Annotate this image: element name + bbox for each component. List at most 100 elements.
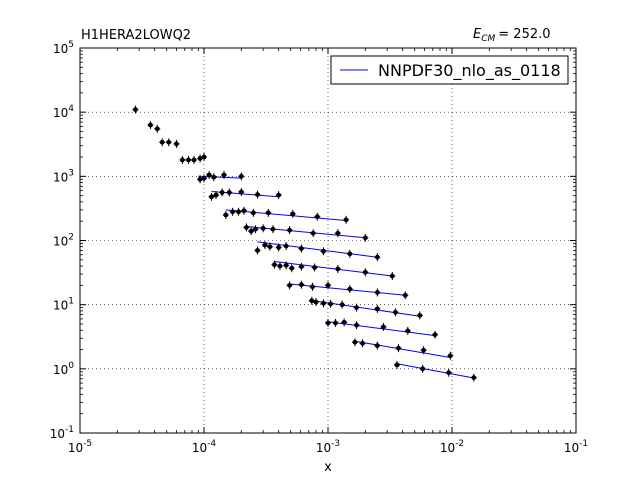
data-point — [362, 269, 368, 275]
data-point — [180, 157, 185, 163]
data-point — [174, 141, 179, 147]
data-point — [159, 139, 165, 145]
data-point — [209, 194, 214, 200]
data-point — [374, 254, 380, 260]
x-tick-label: 10-2 — [440, 439, 464, 455]
data-point — [374, 343, 380, 349]
data-point — [446, 370, 452, 376]
data-point — [298, 246, 304, 251]
data-point — [347, 251, 353, 257]
data-point — [298, 282, 304, 288]
data-point — [230, 209, 235, 215]
theory-line — [274, 261, 393, 277]
theory-line — [257, 241, 378, 258]
data-point — [333, 320, 338, 326]
data-point — [272, 262, 277, 268]
data-point — [219, 190, 225, 195]
data-point — [154, 126, 160, 132]
theory-line — [246, 226, 366, 239]
x-tick-labels: 10-5 10-4 10-3 10-2 10-1 — [68, 439, 588, 455]
theory-line — [354, 340, 451, 358]
data-point — [312, 265, 318, 270]
data-point — [148, 122, 153, 128]
data-point — [360, 340, 365, 346]
legend: NNPDF30_nlo_as_0118 — [330, 55, 569, 85]
data-point — [248, 228, 254, 234]
data-point — [262, 242, 268, 248]
data-point — [417, 313, 423, 318]
data-point — [313, 299, 319, 305]
data-point — [402, 292, 408, 298]
data-point — [206, 172, 212, 178]
data-point — [287, 282, 292, 288]
data-point — [354, 322, 359, 328]
x-tick-label: 10-1 — [564, 439, 588, 455]
x-tick-label: 10-4 — [192, 439, 217, 455]
y-tick-label: 100 — [53, 361, 74, 377]
data-point — [328, 301, 334, 307]
data-point — [393, 309, 398, 315]
data-point — [394, 362, 400, 368]
y-tick-label: 104 — [53, 104, 74, 120]
data-point — [405, 328, 411, 334]
data-point — [447, 353, 453, 359]
data-point — [283, 243, 289, 249]
title-energy-subscript: CM — [481, 34, 495, 44]
title-energy-label: E — [473, 27, 482, 42]
data-point — [381, 324, 386, 330]
chart-title-right: ECM = 252.0 — [473, 27, 551, 44]
data-point — [270, 226, 276, 232]
data-point — [335, 230, 341, 236]
data-point — [211, 174, 217, 180]
data-point — [265, 210, 271, 216]
data-point — [255, 248, 260, 253]
data-point — [471, 375, 477, 381]
data-point — [244, 225, 249, 230]
y-tick-label: 102 — [53, 233, 74, 249]
data-point — [276, 245, 282, 250]
theory-line — [289, 283, 406, 296]
legend-entry-label: NNPDF30_nlo_as_0118 — [378, 61, 561, 81]
legend-box — [330, 55, 569, 85]
y-tick-label: 103 — [53, 168, 74, 184]
data-point — [201, 154, 207, 160]
data-point — [343, 217, 349, 223]
data-point — [221, 172, 227, 178]
data-point — [352, 339, 358, 345]
x-axis-label: x — [324, 460, 332, 475]
chart-title-left: H1HERA2LOWQ2 — [81, 28, 191, 43]
data-point — [298, 264, 304, 270]
data-point — [325, 282, 331, 288]
data-point — [335, 266, 341, 272]
data-point — [420, 366, 426, 372]
data-point — [277, 263, 283, 269]
data-point — [314, 214, 320, 220]
data-point — [238, 173, 244, 179]
data-point — [213, 192, 219, 198]
theory-line — [327, 321, 436, 337]
y-tick-label: 101 — [53, 297, 74, 313]
data-point — [432, 332, 438, 338]
data-points — [132, 105, 477, 382]
data-point — [260, 225, 266, 231]
x-tick-label: 10-3 — [316, 439, 340, 455]
data-point — [226, 190, 232, 195]
data-point — [321, 300, 326, 306]
data-point — [241, 208, 247, 214]
data-point — [421, 347, 426, 353]
data-point — [255, 192, 260, 197]
axis-ticks — [79, 47, 577, 434]
data-point — [339, 302, 345, 308]
data-point — [186, 157, 191, 163]
data-point — [362, 235, 368, 241]
data-point — [191, 157, 197, 163]
data-point — [310, 230, 316, 236]
y-tick-label: 10-1 — [50, 425, 74, 441]
data-point — [201, 175, 207, 181]
data-point — [341, 319, 347, 325]
data-point — [347, 286, 353, 292]
data-point — [250, 210, 256, 216]
data-point — [325, 320, 331, 326]
theory-line — [396, 363, 474, 379]
data-point — [287, 227, 292, 233]
